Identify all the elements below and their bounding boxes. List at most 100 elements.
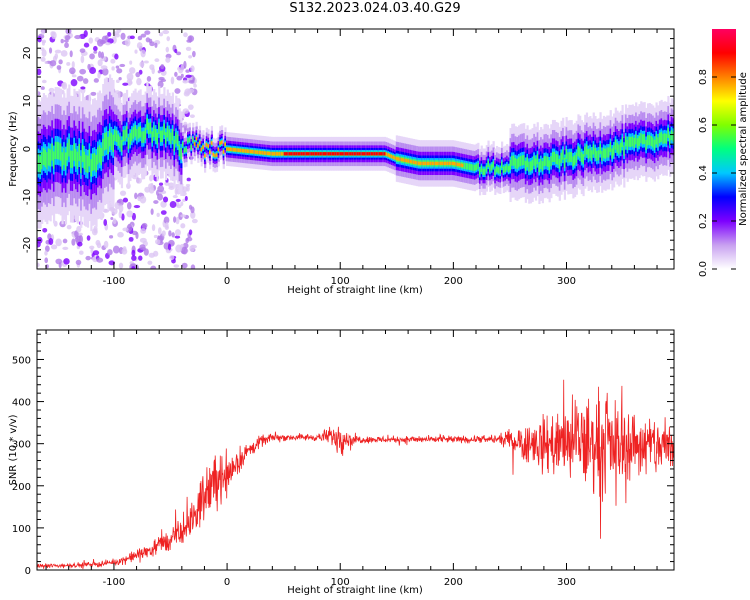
spectrogram-band xyxy=(154,128,158,141)
spectrogram-core xyxy=(446,161,449,166)
spectrogram-speckle xyxy=(153,250,159,257)
spectrogram-core xyxy=(322,152,326,156)
spectrogram-speckle xyxy=(160,200,167,208)
spectrogram-band xyxy=(76,151,79,170)
spectrogram-speckle xyxy=(93,50,98,54)
spectrogram-core xyxy=(324,152,327,156)
spectrogram-speckle xyxy=(170,76,175,85)
spectrogram-core xyxy=(260,150,263,155)
spectrogram-band xyxy=(616,142,619,153)
spectrogram-speckle xyxy=(174,71,178,77)
spectrogram-band xyxy=(63,147,66,166)
spectrogram-band xyxy=(548,160,551,171)
spectrogram-speckle xyxy=(97,39,104,47)
spectrogram-speckle xyxy=(89,66,97,75)
spectrogram-band xyxy=(159,130,163,143)
spectrogram-frame xyxy=(36,28,675,270)
spectrogram-speckle xyxy=(141,222,148,229)
spectrogram-speckle xyxy=(158,182,164,186)
x-tick-label: 200 xyxy=(444,276,463,287)
spectrogram-speckle xyxy=(171,232,175,238)
spectrogram-speckle xyxy=(61,82,66,88)
spectrogram-speckle xyxy=(174,187,178,196)
spectrogram-band xyxy=(119,136,122,148)
spectrogram-speckle xyxy=(184,195,188,202)
spectrogram-core xyxy=(319,152,322,156)
spectrogram-band xyxy=(601,150,604,161)
spectrogram-speckle xyxy=(148,183,154,190)
spectrogram-band xyxy=(178,144,181,157)
spectrogram-speckle xyxy=(173,264,180,268)
spectrogram-speckle xyxy=(136,42,143,49)
spectrogram-band xyxy=(44,149,47,168)
spectrogram-band xyxy=(495,166,499,173)
spectrogram-core xyxy=(219,141,222,145)
spectrogram-core xyxy=(282,152,285,156)
spectrogram-speckle xyxy=(188,204,193,210)
spectrogram-speckle xyxy=(55,258,63,265)
spectrogram-speckle xyxy=(107,249,113,256)
spectrogram-core xyxy=(317,152,320,156)
spectrogram-band xyxy=(49,149,52,167)
spectrogram-core xyxy=(329,152,332,156)
spectrogram-speckle xyxy=(137,35,143,41)
spectrogram-band xyxy=(648,134,651,146)
spectrogram-band xyxy=(164,132,168,144)
spectrogram-band xyxy=(102,138,105,157)
spectrogram-core xyxy=(431,161,434,166)
spectrogram-core xyxy=(305,152,309,156)
spectrogram-speckle xyxy=(44,257,49,264)
spectrogram-band xyxy=(112,134,115,152)
y-tick-label: -10 xyxy=(22,189,33,205)
spectrogram-core xyxy=(443,161,446,166)
spectrogram-band xyxy=(511,155,514,166)
spectrogram-speckle xyxy=(48,237,54,246)
spectrogram-band xyxy=(158,122,161,135)
spectrogram-speckle xyxy=(151,67,155,75)
spectrogram-band xyxy=(168,129,171,141)
spectrogram-core xyxy=(241,148,244,153)
spectrogram-speckle xyxy=(58,59,63,65)
spectrogram-core xyxy=(460,163,463,167)
spectrogram-core xyxy=(339,152,342,156)
spectrogram-speckle xyxy=(185,74,192,78)
spectrogram-speckle xyxy=(157,227,162,235)
spectrogram-band xyxy=(565,149,568,160)
spectrogram-speckle xyxy=(55,238,62,247)
spectrogram-band xyxy=(626,139,629,150)
spectrogram-speckle xyxy=(115,79,120,84)
spectrogram-band xyxy=(562,149,565,160)
spectrogram-speckle xyxy=(131,255,137,262)
spectrogram-speckle xyxy=(138,255,143,261)
spectrogram-speckle xyxy=(175,216,180,225)
spectrogram-core xyxy=(234,148,237,152)
spectrogram-core xyxy=(333,152,336,156)
spectrogram-speckle xyxy=(44,60,48,65)
spectrogram-speckle xyxy=(173,216,177,223)
spectrogram-band xyxy=(660,131,663,142)
spectrogram-speckle xyxy=(174,235,181,239)
spectrogram-core xyxy=(434,161,438,166)
spectrogram-speckle xyxy=(133,204,141,209)
spectrogram-band xyxy=(129,133,132,145)
x-tick-label: -100 xyxy=(103,577,126,588)
spectrogram-band xyxy=(90,159,93,177)
spectrogram-band xyxy=(81,144,85,163)
spectrogram-core xyxy=(397,157,400,161)
y-tick-label: 20 xyxy=(22,47,33,60)
spectrogram-speckle xyxy=(169,255,175,261)
spectrogram-band xyxy=(173,139,176,152)
spectrogram-band xyxy=(640,133,643,144)
spectrogram-band xyxy=(59,143,62,161)
spectrogram-speckle xyxy=(188,79,195,84)
spectrogram-band xyxy=(657,137,660,148)
spectrogram-core xyxy=(358,152,361,156)
spectrogram-band xyxy=(103,133,107,151)
spectrogram-core xyxy=(344,152,348,156)
spectrogram-band xyxy=(636,138,639,149)
spectrogram-speckle xyxy=(186,177,191,182)
spectrogram-speckle xyxy=(160,78,167,82)
spectrogram-core xyxy=(293,152,297,156)
spectrogram-speckle xyxy=(154,58,160,62)
spectrogram-band xyxy=(497,167,500,174)
